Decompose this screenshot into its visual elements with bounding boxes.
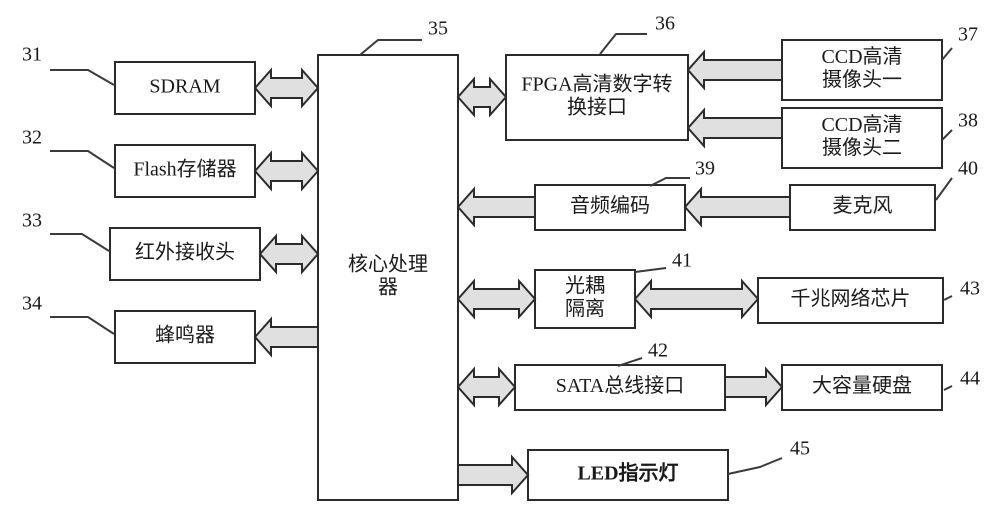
callout-c43: [944, 296, 952, 300]
arrow: [255, 70, 318, 106]
callout-label-c33: 33: [22, 210, 42, 232]
node-text-n37: 摄像头一: [822, 68, 902, 91]
callout-label-c45: 45: [790, 438, 810, 460]
node-text-n38: 摄像头二: [822, 136, 902, 159]
arrow: [458, 79, 506, 115]
arrow: [725, 369, 782, 405]
arrow: [685, 189, 790, 225]
callout-label-c40: 40: [958, 158, 978, 180]
node-text-n35: 器: [378, 277, 398, 299]
node-text-n35: 核心处理: [348, 253, 428, 276]
callout-c44: [944, 386, 952, 390]
callout-c35: [360, 40, 422, 55]
arrow: [255, 319, 318, 355]
callout-c34: [50, 317, 114, 334]
node-text-n44: 大容量硬盘: [812, 374, 912, 397]
callout-c36: [600, 34, 647, 54]
callout-c31: [50, 70, 114, 85]
node-text-n40: 麦克风: [833, 194, 893, 217]
callout-c40: [936, 178, 952, 200]
arrow: [458, 369, 515, 405]
callout-label-c37: 37: [958, 24, 978, 46]
arrow: [688, 110, 782, 146]
arrow: [635, 281, 758, 317]
node-text-n41: 隔离: [565, 297, 605, 320]
arrow: [458, 457, 528, 493]
arrow: [458, 189, 535, 225]
callout-c41: [635, 268, 666, 272]
callout-label-c41: 41: [672, 250, 692, 272]
node-text-n43: 千兆网络芯片: [791, 287, 911, 310]
callout-label-c42: 42: [648, 340, 668, 362]
callout-label-c31: 31: [22, 44, 42, 66]
callout-c32: [50, 151, 114, 168]
node-text-n32: Flash存储器: [133, 158, 236, 181]
node-text-n33: 红外接收头: [135, 241, 235, 264]
block-diagram: 核心处理器 SDRAM Flash存储器红外接收头蜂鸣器 FPGA高清数字转换接口 CC…: [0, 0, 1000, 527]
callout-label-c32: 32: [22, 127, 42, 149]
arrow: [255, 153, 318, 189]
arrow: [458, 281, 535, 317]
node-text-n31: SDRAM: [149, 76, 220, 98]
callout-label-c39: 39: [695, 158, 715, 180]
callout-label-c35: 35: [428, 18, 448, 40]
callout-label-c36: 36: [655, 13, 675, 35]
node-text-n34: 蜂鸣器: [155, 324, 215, 347]
callout-c33: [50, 234, 109, 251]
callout-label-c38: 38: [958, 110, 978, 132]
callout-label-c44: 44: [960, 368, 980, 390]
node-text-n36: FPGA高清数字转: [521, 73, 672, 96]
node-text-n45: LED指示灯: [577, 461, 678, 485]
node-text-n36: 换接口: [567, 96, 627, 119]
node-text-n42: SATA总线接口: [556, 374, 684, 397]
node-text-n37: CCD高清: [821, 45, 902, 68]
node-text-n41: 光耦: [565, 274, 605, 297]
callout-label-c43: 43: [960, 278, 980, 300]
node-text-n38: CCD高清: [821, 113, 902, 136]
callout-label-c34: 34: [22, 293, 42, 315]
callout-c45: [728, 458, 782, 474]
arrow: [688, 52, 782, 88]
node-text-n39: 音频编码: [570, 194, 650, 217]
callout-c37: [942, 48, 952, 60]
callout-c38: [942, 130, 952, 140]
arrow: [260, 236, 318, 272]
